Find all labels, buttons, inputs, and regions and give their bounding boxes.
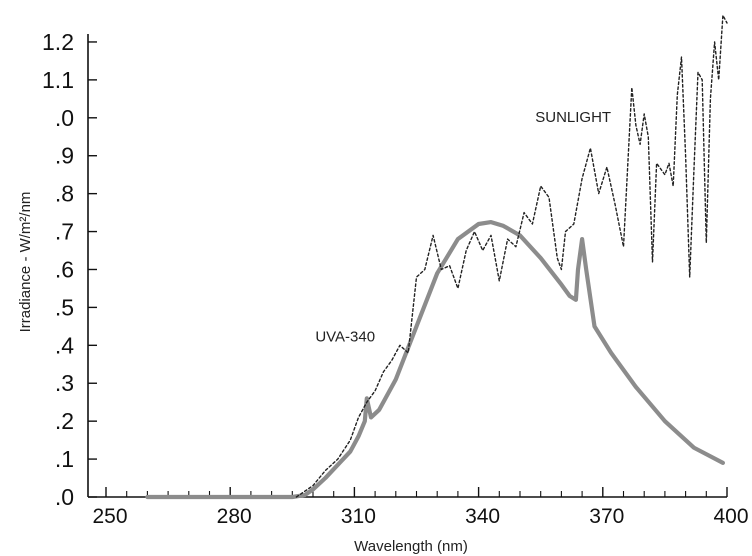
x-tick-label: 280: [217, 505, 252, 528]
sunlight-annotation: SUNLIGHT: [535, 109, 611, 126]
y-tick-label: .3: [55, 370, 74, 396]
x-axis-title: Wavelength (nm): [354, 538, 468, 555]
x-tick-label: 250: [92, 505, 127, 528]
y-tick-label: .5: [55, 294, 74, 320]
y-tick-label: .4: [55, 332, 74, 358]
y-tick-label: .6: [55, 256, 74, 282]
y-tick-label: 1.2: [42, 29, 74, 55]
sunlight-series-line: [295, 14, 728, 498]
x-tick-label: 400: [713, 505, 748, 528]
labels-layer: Wavelength (nm) Irradiance - W/m²/nm: [17, 192, 468, 555]
y-tick-label: .1: [55, 446, 74, 472]
ticks-layer: .0 .1 .2 .3 .4 .5 .6 .7 .8 .9 .0 1.1 1.2 250 280 310 340…: [42, 29, 749, 528]
uva340-series-line: [145, 220, 726, 500]
annotations-layer: SUNLIGHT UVA-340: [315, 109, 611, 346]
uva340-annotation: UVA-340: [315, 329, 375, 346]
y-tick-label: .8: [55, 181, 74, 207]
x-tick-label: 310: [341, 505, 376, 528]
y-tick-label: .0: [55, 105, 74, 131]
x-tick-label: 340: [465, 505, 500, 528]
series-layer: [145, 14, 728, 500]
y-tick-label: 1.1: [42, 67, 74, 93]
y-tick-label: .7: [55, 219, 74, 245]
x-tick-label: 370: [589, 505, 624, 528]
y-tick-label: .2: [55, 408, 74, 434]
y-tick-label: .9: [55, 143, 74, 169]
y-axis-title: Irradiance - W/m²/nm: [17, 192, 34, 333]
y-tick-label: .0: [55, 484, 74, 510]
